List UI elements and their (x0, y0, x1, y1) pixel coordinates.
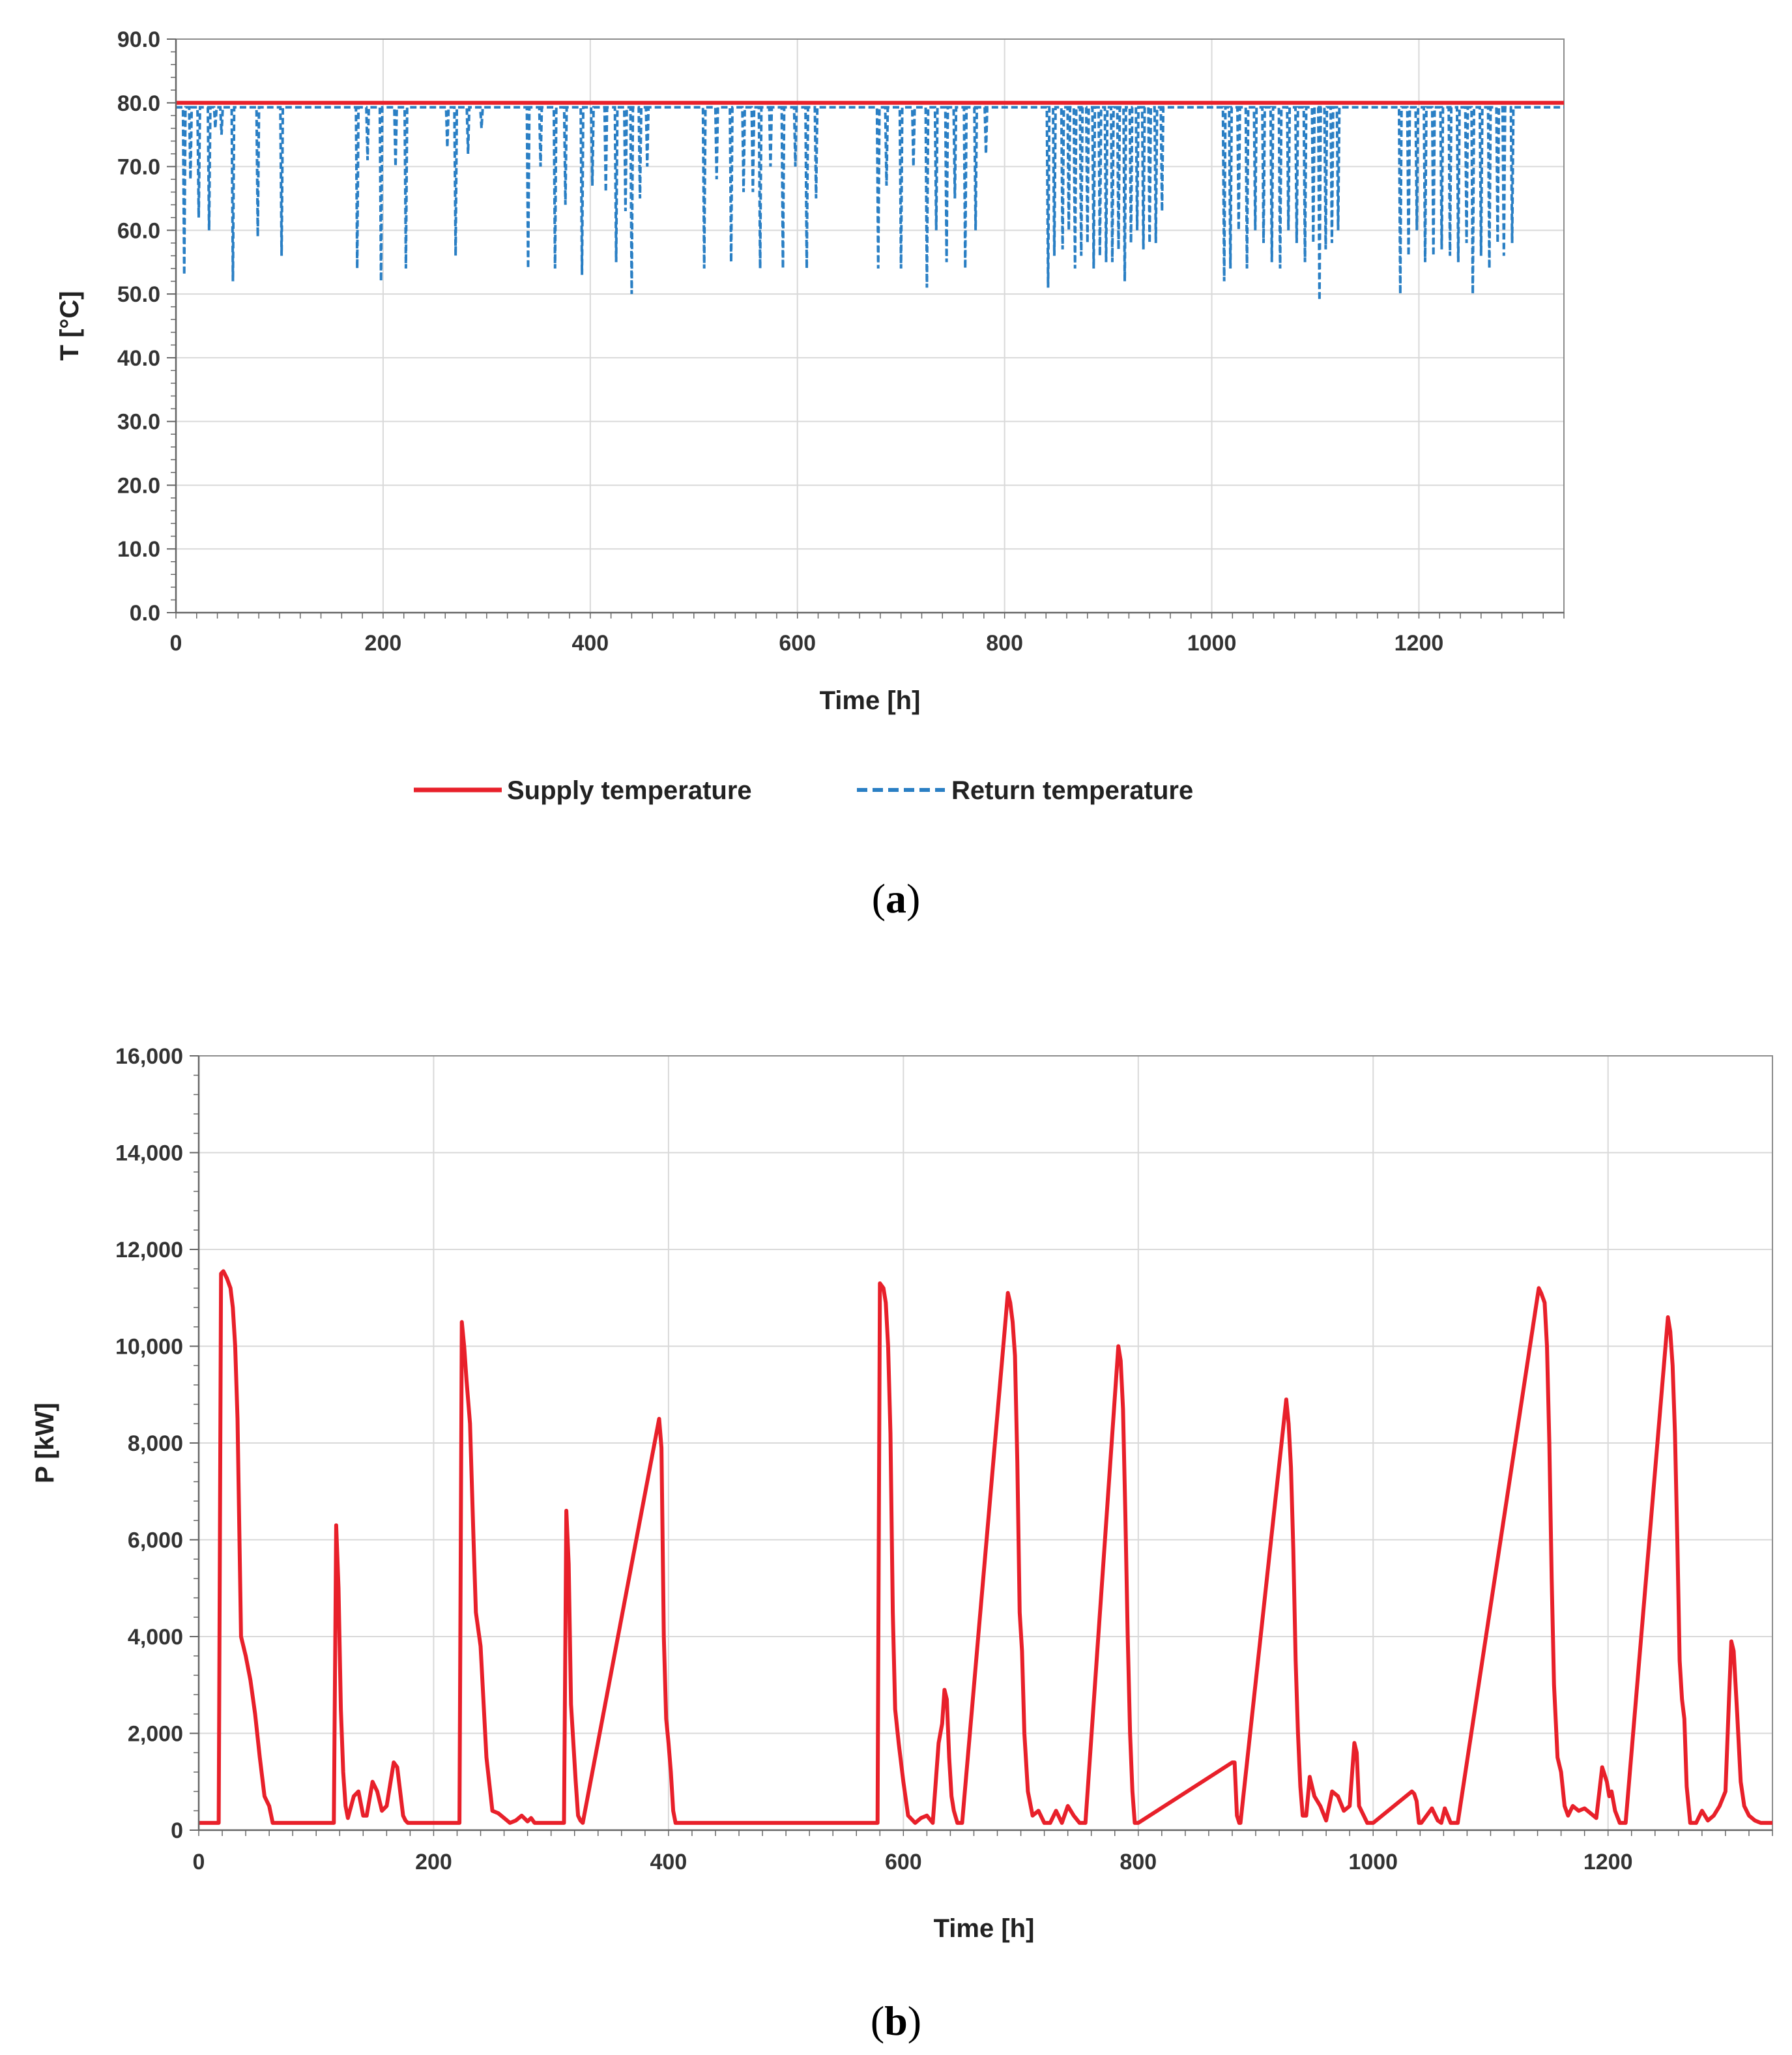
y-tick-label: 4,000 (128, 1625, 183, 1650)
y-tick-label: 20.0 (117, 473, 160, 498)
y-tick-label: 8,000 (128, 1431, 183, 1456)
x-tick-label: 200 (415, 1850, 452, 1874)
chart-power: 0 200 400 600 800 1000 1200 0 2,000 4,000 6,000 8,0… (31, 1044, 1773, 2044)
x-tick-label: 0 (170, 631, 182, 656)
power-gridlines (199, 1055, 1772, 1830)
y-tick-label: 50.0 (117, 282, 160, 307)
legend-label-return: Return temperature (951, 776, 1193, 805)
temperature-y-axis-label: T [°C] (55, 291, 84, 360)
x-tick-label: 200 (365, 631, 402, 656)
caption-a: (a) (872, 875, 921, 922)
y-tick-label: 0.0 (130, 601, 160, 626)
x-tick-label: 600 (885, 1850, 922, 1874)
temperature-plot-frame (175, 38, 1565, 613)
y-tick-label: 6,000 (128, 1528, 183, 1553)
x-tick-label: 800 (1120, 1850, 1157, 1874)
x-tick-label: 0 (193, 1850, 205, 1874)
x-tick-label: 600 (779, 631, 816, 656)
x-tick-label: 1200 (1395, 631, 1444, 656)
y-tick-label: 16,000 (115, 1044, 183, 1069)
power-axes: 0 200 400 600 800 1000 1200 0 2,000 4,000 6,000 8,0… (115, 1044, 1773, 1874)
y-tick-label: 40.0 (117, 346, 160, 371)
x-tick-label: 1000 (1348, 1850, 1398, 1874)
temperature-gridlines (176, 38, 1564, 613)
temperature-x-axis-label: Time [h] (820, 686, 921, 715)
y-tick-label: 70.0 (117, 155, 160, 180)
x-tick-label: 400 (650, 1850, 687, 1874)
power-x-axis-label: Time [h] (934, 1914, 1035, 1943)
x-tick-label: 1000 (1187, 631, 1237, 656)
x-tick-label: 1200 (1583, 1850, 1633, 1874)
y-tick-label: 60.0 (117, 218, 160, 243)
return-temperature-line (176, 106, 1564, 300)
power-series (199, 1269, 1772, 1825)
y-tick-label: 0 (171, 1818, 183, 1843)
power-y-axis-label: P [kW] (31, 1403, 59, 1483)
legend-label-supply: Supply temperature (507, 776, 752, 805)
temperature-legend: Supply temperature Return temperature (414, 776, 1193, 805)
chart-temperature: 0 200 400 600 800 1000 1200 0.0 10.0 20.0 30.0 40.0… (55, 27, 1565, 922)
y-tick-label: 10.0 (117, 537, 160, 562)
x-tick-label: 800 (986, 631, 1023, 656)
y-tick-label: 10,000 (115, 1335, 183, 1360)
power-line (199, 1269, 1772, 1825)
y-tick-label: 80.0 (117, 91, 160, 116)
y-tick-label: 14,000 (115, 1141, 183, 1166)
x-tick-label: 400 (571, 631, 609, 656)
temperature-axes: 0 200 400 600 800 1000 1200 0.0 10.0 20.0 30.0 40.0… (117, 27, 1565, 656)
temperature-series (176, 100, 1564, 300)
y-tick-label: 90.0 (117, 27, 160, 52)
y-tick-label: 30.0 (117, 410, 160, 435)
y-tick-label: 12,000 (115, 1238, 183, 1262)
y-tick-label: 2,000 (128, 1722, 183, 1747)
caption-b: (b) (871, 1998, 921, 2044)
